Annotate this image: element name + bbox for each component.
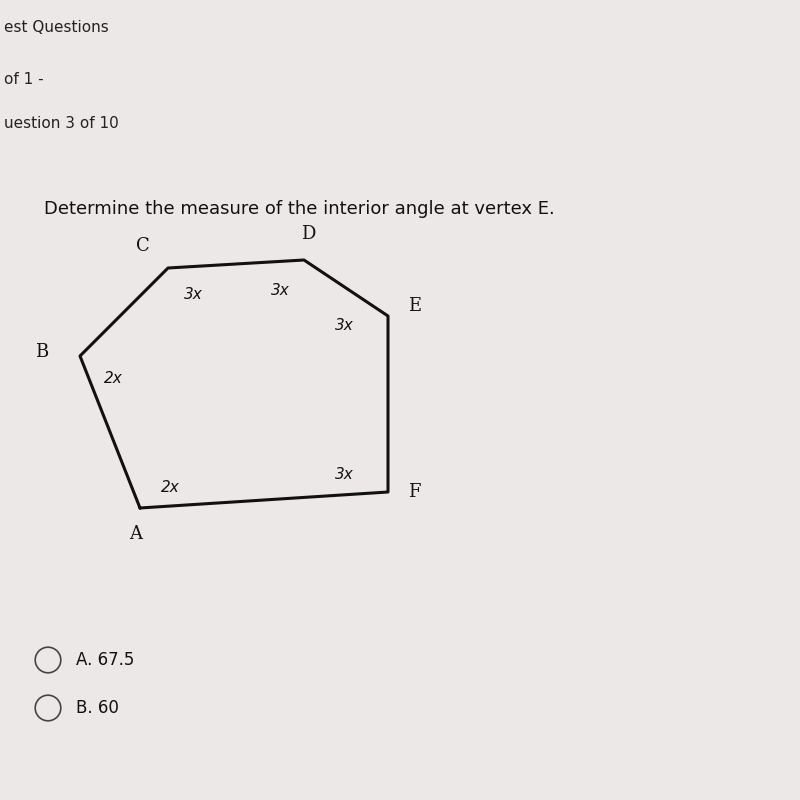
Text: A: A: [130, 526, 142, 543]
Text: est Questions: est Questions: [4, 20, 109, 35]
Text: B: B: [35, 343, 48, 361]
Text: uestion 3 of 10: uestion 3 of 10: [4, 116, 118, 131]
Text: E: E: [408, 298, 421, 315]
Text: C: C: [135, 237, 150, 254]
Text: B. 60: B. 60: [76, 699, 119, 717]
Text: A. 67.5: A. 67.5: [76, 651, 134, 669]
Text: 3x: 3x: [334, 318, 354, 333]
Text: 2x: 2x: [104, 371, 123, 386]
Text: 3x: 3x: [184, 287, 203, 302]
Text: of 1 -: of 1 -: [4, 72, 44, 87]
Text: 3x: 3x: [270, 283, 290, 298]
Text: D: D: [301, 226, 315, 243]
Text: Determine the measure of the interior angle at vertex E.: Determine the measure of the interior an…: [44, 200, 554, 218]
Text: F: F: [408, 483, 421, 501]
Text: 3x: 3x: [334, 467, 354, 482]
Text: 2x: 2x: [161, 481, 180, 495]
